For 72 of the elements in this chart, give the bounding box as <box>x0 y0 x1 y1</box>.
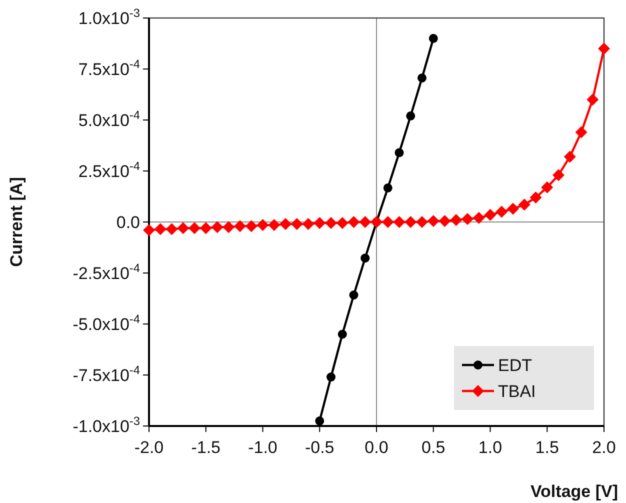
point <box>268 219 280 232</box>
point <box>326 372 336 382</box>
y-tick-label: 2.5x10$^{-4}$ <box>78 158 140 181</box>
point <box>359 216 372 228</box>
point <box>314 217 326 230</box>
point <box>530 192 542 204</box>
x-tick-label: 2.0 <box>592 438 616 457</box>
point <box>484 208 496 221</box>
point <box>245 220 258 232</box>
point <box>302 218 314 230</box>
point <box>404 216 417 228</box>
point <box>290 218 303 230</box>
point <box>349 290 358 300</box>
x-tick-label: -1.5 <box>191 438 221 457</box>
point <box>564 150 576 163</box>
point <box>315 416 324 426</box>
y-axis-title: Current [A] <box>7 177 26 267</box>
point <box>416 216 428 228</box>
point <box>394 148 404 158</box>
x-tick-label: -0.5 <box>304 438 334 457</box>
point <box>406 111 416 120</box>
y-tick-label: -2.5x10$^{-4}$ <box>72 260 140 283</box>
point <box>154 223 166 236</box>
point <box>552 169 564 182</box>
point <box>496 206 508 218</box>
point <box>336 217 348 230</box>
point <box>338 330 347 339</box>
point <box>280 218 292 230</box>
point <box>222 221 235 234</box>
point <box>541 181 554 194</box>
point <box>256 219 269 232</box>
point <box>188 222 200 234</box>
x-tick-label: 1.5 <box>535 438 559 457</box>
y-tick-label: -1.0x10$^{-3}$ <box>72 414 140 436</box>
point <box>472 212 485 224</box>
point <box>393 216 406 228</box>
point <box>200 222 212 234</box>
point <box>450 214 462 226</box>
point <box>325 217 337 230</box>
point <box>507 202 519 215</box>
point <box>518 198 530 211</box>
x-tick-label: -2.0 <box>134 438 164 457</box>
x-tick-label: 0.5 <box>422 438 446 457</box>
x-axis-title: Voltage [V] <box>530 482 618 501</box>
y-tick-label: -5.0x10$^{-4}$ <box>72 312 140 334</box>
point <box>166 223 178 236</box>
x-tick-label: -1.0 <box>248 438 278 457</box>
point <box>427 214 440 227</box>
point <box>418 73 426 82</box>
legend-label: EDT <box>498 356 532 375</box>
point <box>462 212 474 225</box>
point <box>234 220 246 232</box>
point <box>177 222 190 234</box>
y-tick-label: 1.0x10$^{-3}$ <box>78 6 140 28</box>
point <box>211 221 224 234</box>
point <box>575 126 588 138</box>
y-tick-label: 7.5x10$^{-4}$ <box>78 56 140 79</box>
y-tick-label: 5.0x10$^{-4}$ <box>78 108 140 130</box>
point <box>360 254 370 263</box>
point <box>382 216 394 228</box>
point <box>383 183 392 192</box>
y-tick-label: -7.5x10$^{-4}$ <box>72 362 140 385</box>
point <box>438 214 451 227</box>
legend-label: TBAI <box>498 382 536 401</box>
point <box>143 224 155 236</box>
point <box>598 42 610 55</box>
point <box>428 34 438 43</box>
x-tick-label: 1.0 <box>478 438 502 457</box>
point <box>348 216 360 228</box>
point <box>586 94 599 106</box>
x-tick-label: 0.0 <box>364 438 388 457</box>
y-tick-label: 0.0 <box>116 212 140 232</box>
